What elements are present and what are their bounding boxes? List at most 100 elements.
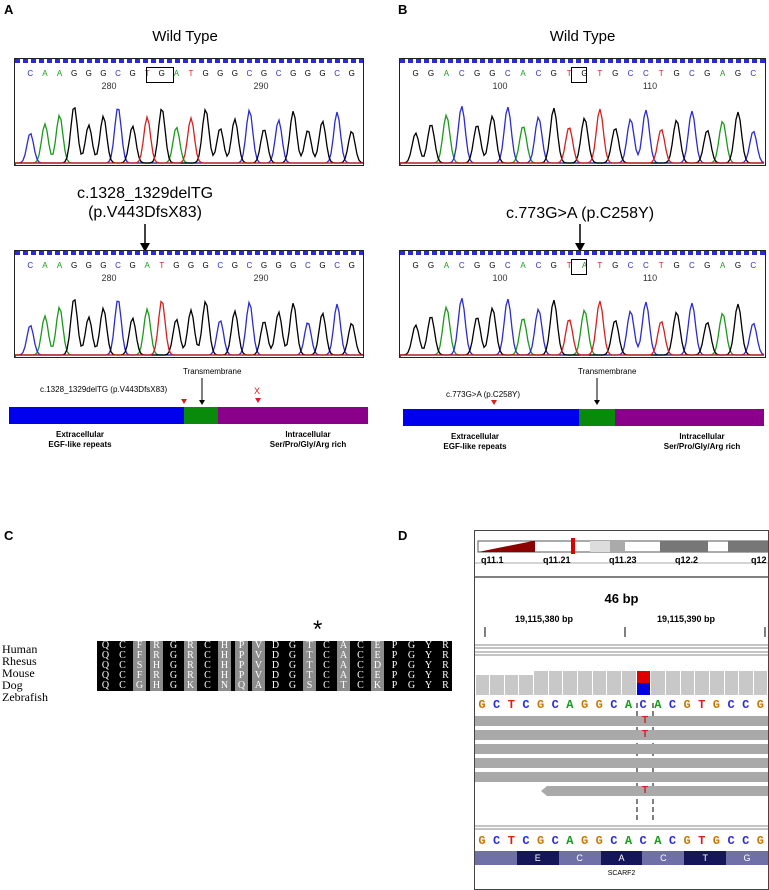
mutation-label-b: c.773G>A (p.C258Y) — [505, 205, 655, 222]
base-call: A — [56, 261, 63, 270]
ref-base: C — [493, 834, 501, 848]
base-call: G — [348, 261, 355, 270]
base-call: C — [115, 69, 121, 78]
coordinate-label: 19,115,390 bp — [657, 614, 716, 624]
label-line: Intracellular — [679, 432, 725, 441]
codon-block: T — [684, 851, 727, 865]
base-call: G — [158, 69, 165, 78]
ref-base: G — [712, 698, 720, 712]
residue: G — [288, 650, 297, 661]
residue: P — [235, 651, 248, 661]
residue: C — [119, 680, 126, 691]
base-call: C — [627, 69, 634, 78]
ref-base: C — [610, 834, 618, 848]
base-call: C — [643, 261, 649, 270]
igv-graphics — [475, 538, 768, 830]
residue: C — [323, 650, 330, 661]
residue: A — [337, 651, 350, 661]
position-label: 100 — [492, 273, 508, 283]
base-call: A — [520, 69, 526, 78]
ref-base: T — [698, 698, 706, 712]
extracellular-domain-a — [9, 407, 184, 424]
extracellular-label-a: Extracellular EGF-like repeats — [30, 430, 130, 450]
residue: E — [371, 651, 384, 661]
mutation-line2: (p.V443DfsX83) — [88, 204, 202, 221]
residue: R — [150, 641, 163, 651]
codon-block: G — [726, 851, 768, 865]
residue: G — [169, 670, 178, 681]
residue: D — [271, 680, 280, 691]
read — [475, 772, 768, 782]
residue: R — [442, 660, 449, 671]
residue: C — [357, 640, 364, 651]
residue: Q — [101, 650, 110, 661]
base-call: A — [581, 261, 588, 270]
residue: E — [371, 671, 384, 681]
cytoband-label: q12.2 — [675, 555, 699, 565]
position-label: 110 — [642, 273, 658, 283]
residue: G — [407, 640, 416, 651]
ref-base: A — [624, 698, 633, 712]
ref-base: T — [507, 698, 515, 712]
highlight-box — [146, 67, 174, 83]
label-line: Ser/Pro/Gly/Arg rich — [269, 440, 347, 449]
residue: P — [235, 671, 248, 681]
residue: V — [252, 641, 265, 651]
panel-label-c: C — [4, 528, 14, 543]
residue: K — [184, 681, 197, 691]
residue: R — [442, 650, 449, 661]
cytoband-label: q11.1 — [481, 555, 504, 565]
residue: Q — [101, 670, 110, 681]
base-call: G — [275, 261, 282, 270]
residue: H — [150, 681, 163, 691]
residue: Q — [101, 660, 110, 671]
residue: F — [133, 671, 146, 681]
base-call: T — [188, 69, 194, 78]
residue: C — [204, 660, 211, 671]
panel-label-a: A — [4, 2, 14, 17]
ref-base: G — [478, 834, 486, 848]
coverage-track — [475, 671, 768, 695]
ref-base: C — [727, 698, 735, 712]
ref-base: G — [712, 834, 720, 848]
variant-base: T — [641, 785, 649, 796]
base-call: A — [42, 69, 48, 78]
base-call: A — [42, 261, 48, 270]
stop-codon-mark: X — [254, 386, 261, 396]
base-call: A — [144, 261, 150, 270]
ref-base: G — [478, 698, 486, 712]
residue: Y — [424, 670, 433, 681]
base-call: G — [304, 69, 311, 78]
igv-browser: q11.1 q11.21 q11.23 q12.2 q12 46 bp 19,115,3… — [474, 530, 769, 890]
base-call: C — [750, 69, 757, 78]
transmembrane-domain-a — [184, 407, 218, 424]
residue: G — [407, 670, 416, 681]
ref-base: C — [742, 834, 750, 848]
base-call: G — [489, 69, 496, 78]
position-label: 290 — [253, 81, 269, 91]
position-label: 280 — [101, 81, 117, 91]
intracellular-domain-b — [615, 409, 764, 426]
base-call: G — [319, 69, 326, 78]
label-line: Ser/Pro/Gly/Arg rich — [663, 442, 741, 451]
label-line: Intracellular — [285, 430, 331, 439]
base-call: G — [427, 261, 435, 270]
coverage-bar — [548, 671, 563, 695]
residue: Q — [101, 640, 110, 651]
ref-base: C — [551, 834, 559, 848]
residue: R — [442, 670, 449, 681]
residue: H — [218, 651, 231, 661]
residue: P — [391, 680, 398, 691]
residue: Q — [101, 680, 110, 691]
residue: T — [303, 671, 316, 681]
base-call: C — [334, 69, 340, 78]
residue: A — [252, 681, 265, 691]
ref-base: C — [668, 698, 677, 712]
base-call: G — [129, 69, 136, 78]
variant-base: T — [641, 715, 649, 726]
species-name: Dog — [2, 678, 23, 692]
residue: A — [337, 661, 350, 671]
